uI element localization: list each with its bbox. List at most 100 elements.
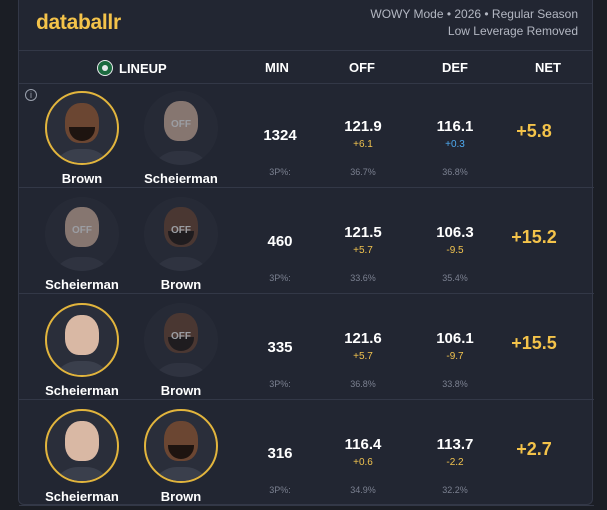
- player-headshot: [65, 207, 99, 247]
- net-rating: +15.5: [511, 333, 557, 353]
- player-first[interactable]: Brown: [37, 85, 127, 186]
- brand-logo[interactable]: databallr: [36, 11, 121, 34]
- net-header[interactable]: NET: [535, 60, 561, 75]
- def-rating-value: 113.7: [436, 436, 474, 453]
- off-rating-value: 121.6: [344, 330, 382, 347]
- player-name[interactable]: Scheierman: [45, 277, 119, 292]
- player-first[interactable]: OFF Scheierman: [37, 191, 127, 292]
- player-second[interactable]: Brown: [136, 403, 226, 504]
- off-rating-value: 116.4: [344, 436, 382, 453]
- player-second[interactable]: OFF Brown: [136, 191, 226, 292]
- avatar-body: [52, 149, 112, 163]
- def-threept-pct: 36.8%: [442, 167, 468, 177]
- player-avatar[interactable]: [45, 409, 119, 483]
- player-name[interactable]: Scheierman: [45, 383, 119, 398]
- off-threept-pct: 34.9%: [350, 485, 376, 495]
- player-avatar[interactable]: OFF: [45, 197, 119, 271]
- def-rating-diff: -2.2: [446, 457, 464, 468]
- off-rating-diff: +5.7: [353, 245, 373, 256]
- off-badge: OFF: [171, 331, 191, 342]
- lineup-header-label: LINEUP: [119, 60, 167, 76]
- player-name[interactable]: Brown: [160, 277, 202, 292]
- avatar-body: [151, 467, 211, 481]
- wowy-card: databallr WOWY Mode • 2026 • Regular Sea…: [18, 0, 594, 506]
- filter-summary: WOWY Mode • 2026 • Regular Season Low Le…: [370, 6, 578, 40]
- net-rating: +5.8: [516, 121, 552, 141]
- def-rating: 113.7 -2.2: [415, 436, 495, 468]
- info-icon[interactable]: i: [25, 89, 37, 101]
- def-rating-value: 116.1: [436, 118, 474, 135]
- lineup-header: LINEUP: [97, 60, 167, 76]
- avatar-beard: [69, 127, 95, 141]
- minutes-value: 460: [240, 233, 320, 250]
- def-rating: 106.3 -9.5: [415, 224, 495, 256]
- net-rating: +2.7: [516, 439, 552, 459]
- off-badge: OFF: [171, 119, 191, 130]
- min-header[interactable]: MIN: [265, 60, 289, 75]
- player-headshot: [65, 421, 99, 461]
- player-avatar[interactable]: [144, 409, 218, 483]
- player-name[interactable]: Scheierman: [45, 489, 119, 504]
- def-rating: 106.1 -9.7: [415, 330, 495, 362]
- lineup-row[interactable]: Scheierman Brown 316 3P%: 116.4 +0.6 34.9% 113.…: [19, 401, 594, 506]
- player-avatar[interactable]: OFF: [144, 303, 218, 377]
- card-header: databallr WOWY Mode • 2026 • Regular Sea…: [19, 0, 592, 51]
- player-name[interactable]: Brown: [61, 171, 103, 186]
- off-rating-diff: +6.1: [353, 139, 373, 150]
- avatar-body: [52, 361, 112, 375]
- off-threept-pct: 36.7%: [350, 167, 376, 177]
- avatar-beard: [168, 445, 194, 459]
- off-rating: 121.5 +5.7: [323, 224, 403, 256]
- minutes-value: 316: [240, 445, 320, 462]
- threept-label: 3P%:: [269, 167, 291, 177]
- avatar-body: [52, 257, 112, 271]
- minutes-number: 335: [267, 339, 293, 356]
- def-rating-value: 106.3: [436, 224, 474, 241]
- def-threept-pct: 35.4%: [442, 273, 468, 283]
- avatar-body: [52, 467, 112, 481]
- player-avatar[interactable]: [45, 91, 119, 165]
- off-rating-value: 121.5: [344, 224, 382, 241]
- off-rating: 121.6 +5.7: [323, 330, 403, 362]
- def-threept-pct: 33.8%: [442, 379, 468, 389]
- threept-label: 3P%:: [269, 273, 291, 283]
- player-name[interactable]: Scheierman: [144, 171, 218, 186]
- lineup-row[interactable]: i Brown OFF Scheierman 1324 3P%: 121.9 +6.1 36.7…: [19, 83, 594, 188]
- filter-mode-line: WOWY Mode • 2026 • Regular Season: [370, 7, 578, 21]
- column-headers: LINEUP MIN OFF DEF NET: [19, 51, 592, 84]
- player-avatar[interactable]: OFF: [144, 197, 218, 271]
- def-rating-diff: -9.7: [446, 351, 464, 362]
- def-rating: 116.1 +0.3: [415, 118, 495, 150]
- off-rating: 121.9 +6.1: [323, 118, 403, 150]
- def-rating-value: 106.1: [436, 330, 474, 347]
- minutes-value: 1324: [240, 127, 320, 144]
- player-avatar[interactable]: [45, 303, 119, 377]
- off-rating-diff: +0.6: [353, 457, 373, 468]
- player-headshot: [65, 315, 99, 355]
- avatar-beard: [168, 337, 194, 351]
- minutes-number: 316: [267, 445, 293, 462]
- def-rating-diff: +0.3: [445, 139, 465, 150]
- off-header[interactable]: OFF: [349, 60, 375, 75]
- def-threept-pct: 32.2%: [442, 485, 468, 495]
- threept-label: 3P%:: [269, 379, 291, 389]
- player-second[interactable]: OFF Scheierman: [136, 85, 226, 186]
- player-second[interactable]: OFF Brown: [136, 297, 226, 398]
- lineup-row[interactable]: OFF Scheierman OFF Brown 460 3P%: 121.5 +5.7 33.…: [19, 189, 594, 294]
- net-rating: +15.2: [511, 227, 557, 247]
- avatar-body: [151, 257, 211, 271]
- player-first[interactable]: Scheierman: [37, 297, 127, 398]
- def-header[interactable]: DEF: [442, 60, 468, 75]
- avatar-body: [151, 363, 211, 377]
- off-badge: OFF: [171, 225, 191, 236]
- lineup-row[interactable]: Scheierman OFF Brown 335 3P%: 121.6 +5.7 36.8% 1…: [19, 295, 594, 400]
- player-first[interactable]: Scheierman: [37, 403, 127, 504]
- celtics-logo-icon: [97, 60, 113, 76]
- player-name[interactable]: Brown: [160, 489, 202, 504]
- player-avatar[interactable]: OFF: [144, 91, 218, 165]
- off-threept-pct: 33.6%: [350, 273, 376, 283]
- off-badge: OFF: [72, 225, 92, 236]
- filter-leverage-line: Low Leverage Removed: [447, 24, 578, 38]
- player-name[interactable]: Brown: [160, 383, 202, 398]
- off-rating-value: 121.9: [344, 118, 382, 135]
